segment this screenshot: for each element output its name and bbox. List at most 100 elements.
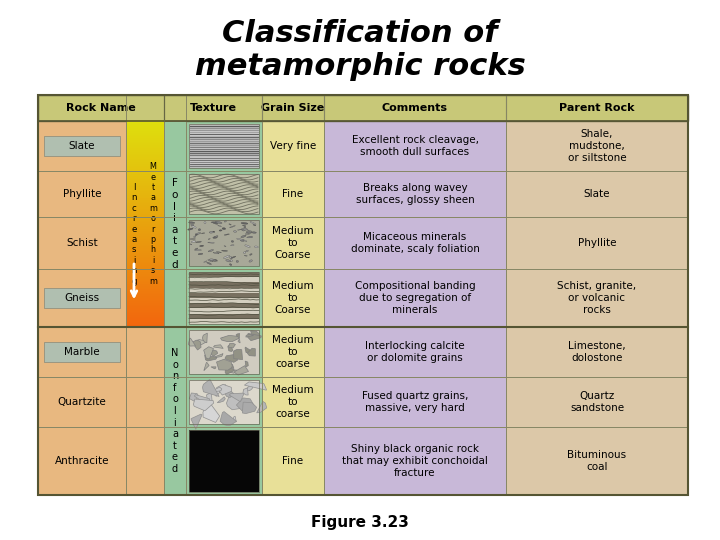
Bar bbox=[126, 195, 164, 198]
Polygon shape bbox=[189, 393, 198, 402]
Bar bbox=[126, 223, 164, 226]
Bar bbox=[189, 282, 259, 288]
Bar bbox=[126, 210, 164, 212]
Polygon shape bbox=[204, 347, 213, 359]
Bar bbox=[126, 297, 164, 300]
Polygon shape bbox=[194, 399, 214, 410]
Bar bbox=[126, 292, 164, 294]
Bar bbox=[126, 211, 164, 214]
Bar bbox=[324, 269, 506, 327]
Bar bbox=[324, 377, 506, 427]
Polygon shape bbox=[220, 335, 240, 342]
Text: Schist, granite,
or volcanic
rocks: Schist, granite, or volcanic rocks bbox=[557, 281, 636, 315]
Text: Slate: Slate bbox=[584, 189, 611, 199]
Ellipse shape bbox=[191, 224, 194, 226]
Bar bbox=[126, 170, 164, 172]
Bar bbox=[189, 330, 259, 374]
Polygon shape bbox=[211, 367, 216, 369]
Ellipse shape bbox=[223, 255, 230, 258]
Ellipse shape bbox=[237, 239, 243, 240]
Polygon shape bbox=[215, 385, 226, 396]
Bar bbox=[506, 327, 688, 377]
Polygon shape bbox=[227, 395, 243, 410]
Bar bbox=[126, 153, 164, 156]
Text: Medium
to
Coarse: Medium to Coarse bbox=[272, 281, 314, 315]
Bar bbox=[126, 184, 164, 186]
Bar bbox=[126, 188, 164, 191]
Bar bbox=[126, 178, 164, 181]
Bar bbox=[126, 266, 164, 268]
Text: Shale,
mudstone,
or siltstone: Shale, mudstone, or siltstone bbox=[567, 130, 626, 163]
Text: Rock Name: Rock Name bbox=[66, 103, 136, 113]
Polygon shape bbox=[217, 384, 232, 395]
Bar bbox=[126, 316, 164, 319]
Polygon shape bbox=[248, 333, 261, 341]
Ellipse shape bbox=[253, 225, 256, 226]
Polygon shape bbox=[212, 354, 223, 358]
Ellipse shape bbox=[204, 261, 207, 262]
Bar bbox=[126, 159, 164, 162]
Polygon shape bbox=[248, 348, 256, 356]
Polygon shape bbox=[202, 333, 207, 343]
Bar bbox=[189, 287, 259, 293]
Polygon shape bbox=[210, 350, 217, 356]
Ellipse shape bbox=[199, 245, 204, 247]
Ellipse shape bbox=[230, 260, 233, 261]
Bar bbox=[126, 274, 164, 277]
Bar bbox=[126, 327, 164, 495]
Ellipse shape bbox=[217, 252, 222, 253]
Ellipse shape bbox=[194, 249, 202, 251]
Bar bbox=[126, 281, 164, 284]
Polygon shape bbox=[204, 355, 217, 361]
Ellipse shape bbox=[210, 231, 215, 233]
Bar bbox=[126, 134, 164, 137]
Ellipse shape bbox=[250, 221, 256, 225]
Bar bbox=[126, 154, 164, 157]
Ellipse shape bbox=[249, 260, 253, 262]
Bar bbox=[126, 144, 164, 147]
Polygon shape bbox=[245, 347, 254, 353]
Bar bbox=[126, 207, 164, 210]
Polygon shape bbox=[204, 362, 209, 370]
Bar bbox=[126, 202, 164, 205]
Ellipse shape bbox=[241, 222, 248, 224]
Bar bbox=[126, 165, 164, 167]
Bar bbox=[189, 124, 259, 168]
Bar bbox=[189, 308, 259, 314]
Ellipse shape bbox=[230, 264, 232, 266]
Ellipse shape bbox=[213, 252, 219, 254]
Bar bbox=[262, 121, 324, 171]
Ellipse shape bbox=[248, 237, 252, 238]
Text: Breaks along wavey
surfaces, glossy sheen: Breaks along wavey surfaces, glossy shee… bbox=[356, 183, 474, 205]
Bar bbox=[126, 262, 164, 265]
Bar bbox=[38, 377, 126, 427]
Bar bbox=[44, 136, 120, 156]
Bar bbox=[262, 377, 324, 427]
Ellipse shape bbox=[219, 230, 222, 231]
Polygon shape bbox=[233, 349, 243, 360]
Ellipse shape bbox=[198, 229, 201, 231]
Text: Micaceous minerals
dominate, scaly foliation: Micaceous minerals dominate, scaly folia… bbox=[351, 232, 480, 254]
Bar bbox=[126, 293, 164, 296]
Bar bbox=[189, 272, 259, 324]
Bar bbox=[126, 247, 164, 249]
Bar bbox=[126, 251, 164, 253]
Bar bbox=[189, 430, 259, 492]
Bar bbox=[126, 136, 164, 138]
Ellipse shape bbox=[243, 240, 247, 241]
Bar bbox=[126, 180, 164, 183]
Bar bbox=[189, 220, 259, 266]
Bar bbox=[126, 312, 164, 315]
Bar bbox=[126, 137, 164, 140]
Polygon shape bbox=[228, 345, 233, 352]
Text: Parent Rock: Parent Rock bbox=[559, 103, 635, 113]
Bar bbox=[262, 327, 324, 377]
Bar bbox=[126, 172, 164, 174]
Bar bbox=[126, 151, 164, 153]
Ellipse shape bbox=[238, 229, 241, 230]
Polygon shape bbox=[203, 404, 220, 422]
Bar bbox=[126, 158, 164, 160]
Bar bbox=[324, 427, 506, 495]
Text: Marble: Marble bbox=[64, 347, 100, 357]
Ellipse shape bbox=[231, 240, 234, 242]
